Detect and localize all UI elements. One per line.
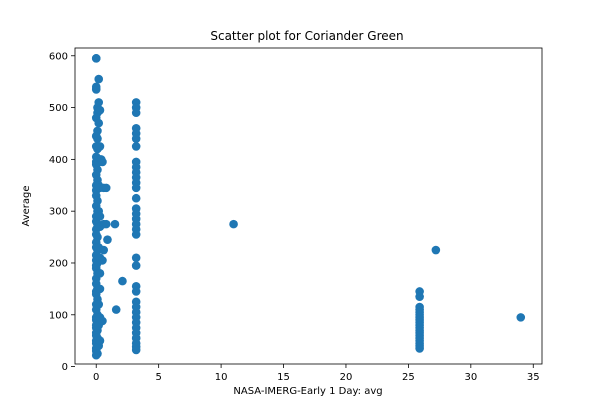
scatter-point: [118, 276, 127, 286]
scatter-point: [95, 105, 105, 115]
scatter-point: [131, 183, 141, 193]
scatter-point: [229, 219, 238, 229]
y-tick-label: 300: [49, 207, 68, 218]
scatter-point: [95, 142, 105, 151]
x-tick-label: 5: [155, 372, 161, 383]
scatter-point: [94, 300, 104, 309]
scatter-point: [516, 313, 526, 322]
scatter-point: [131, 134, 141, 143]
y-tick-label: 400: [49, 155, 68, 166]
scatter-point: [131, 253, 141, 263]
x-tick-label: 25: [402, 372, 415, 383]
plot-frame: [74, 47, 543, 365]
scatter-point: [131, 287, 141, 296]
x-tick-label: 30: [464, 372, 477, 383]
x-axis-ticks: 0 5 10 15 20 25 30 35: [93, 364, 540, 383]
scatter-point: [131, 230, 141, 239]
x-axis-label: NASA-IMERG-Early 1 Day: avg: [233, 386, 382, 397]
scatter-point: [415, 292, 424, 301]
scatter-point: [103, 235, 112, 244]
scatter-point: [93, 134, 102, 143]
x-tick-label: 10: [215, 372, 228, 383]
scatter-point: [131, 108, 141, 118]
scatter-point: [101, 183, 111, 193]
scatter-point: [131, 142, 141, 151]
scatter-point: [91, 82, 101, 92]
scatter-point: [91, 54, 101, 63]
scatter-point: [415, 344, 424, 353]
x-tick-label: 0: [93, 372, 99, 383]
points-layer: [91, 54, 526, 360]
x-tick-label: 20: [340, 372, 353, 383]
scatter-point: [98, 157, 107, 167]
scatter-point: [431, 245, 441, 255]
scatter-point: [98, 316, 107, 326]
scatter-point: [95, 336, 105, 345]
scatter-point: [94, 74, 104, 84]
scatter-point: [94, 118, 104, 128]
scatter-point: [95, 212, 105, 221]
chart-title: Scatter plot for Coriander Green: [210, 29, 403, 43]
scatter-point: [94, 98, 104, 107]
x-tick-label: 35: [527, 372, 540, 383]
scatter-point: [98, 256, 107, 265]
scatter-point: [131, 345, 141, 355]
scatter-point: [131, 261, 141, 270]
scatter-point: [111, 305, 121, 314]
scatter-point: [99, 245, 109, 255]
y-tick-label: 200: [49, 258, 68, 269]
scatter-point: [91, 350, 101, 360]
y-tick-label: 0: [62, 362, 68, 373]
y-axis-label: Average: [21, 185, 32, 226]
x-tick-label: 15: [277, 372, 290, 383]
scatter-point: [101, 219, 111, 229]
scatter-point: [95, 284, 105, 294]
scatter-point: [131, 193, 141, 203]
scatter-point: [95, 269, 105, 278]
y-tick-label: 500: [49, 103, 68, 114]
y-tick-label: 100: [49, 310, 68, 321]
scatter-point: [110, 219, 120, 229]
y-tick-label: 600: [49, 51, 68, 62]
y-axis-ticks: 0 100 200 300 400 500 600: [49, 51, 75, 373]
